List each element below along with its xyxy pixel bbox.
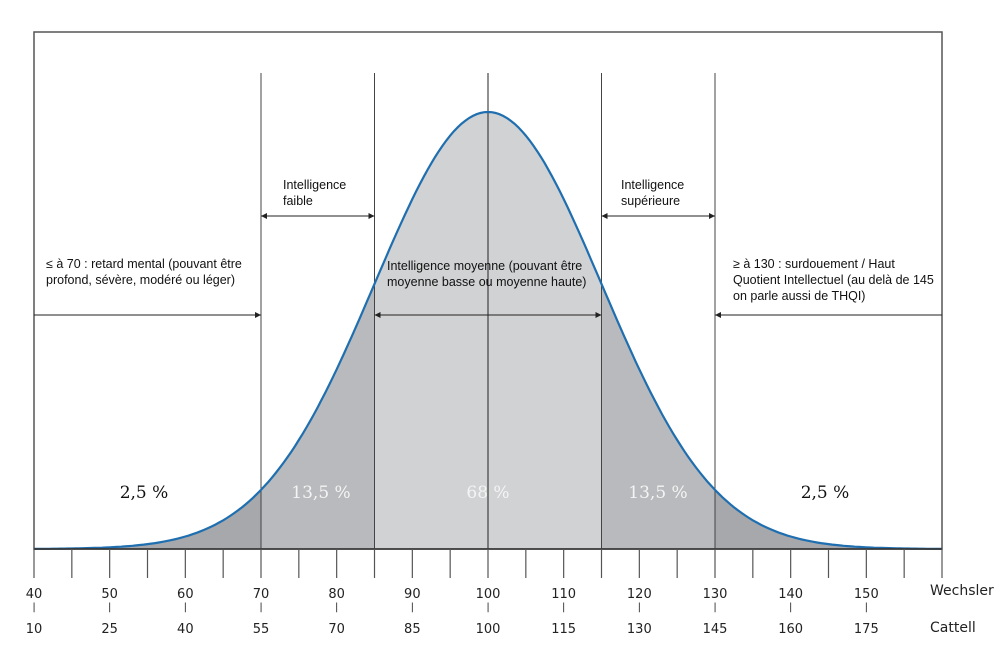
cattell-tick-label: 175 <box>853 622 879 637</box>
cattell-tick-label: 40 <box>177 622 194 637</box>
scale-connector: | <box>410 602 415 613</box>
label-retard-mental: ≤ à 70 : retard mental (pouvant être pro… <box>46 257 242 287</box>
cattell-tick-label: 145 <box>702 622 728 637</box>
wechsler-tick-label: 130 <box>702 587 728 602</box>
percent-far-right: 2,5 % <box>800 483 850 503</box>
cattell-tick-label: 70 <box>328 622 345 637</box>
wechsler-tick-label: 150 <box>853 587 879 602</box>
label-intelligence-superieure: Intelligence supérieure <box>621 178 685 208</box>
scale-connector: | <box>788 602 793 613</box>
wechsler-tick-label: 120 <box>626 587 652 602</box>
scale-connector: | <box>259 602 263 613</box>
label-surdouement: ≥ à 130 : surdouement / Haut Quotient In… <box>733 257 934 303</box>
label-intelligence-faible: Intelligence faible <box>283 178 347 208</box>
cattell-tick-label: 130 <box>626 622 652 637</box>
percent-right: 13,5 % <box>628 483 688 503</box>
region-fill-4 <box>715 489 942 549</box>
scale-connector: | <box>183 602 188 613</box>
scale-connector: | <box>486 602 490 613</box>
scale-connector: | <box>561 602 566 613</box>
wechsler-scale-label: Wechsler <box>930 583 994 599</box>
wechsler-tick-label: 80 <box>328 587 345 602</box>
cattell-tick-label: 25 <box>101 622 118 637</box>
wechsler-tick-label: 40 <box>25 587 43 602</box>
wechsler-tick-label: 140 <box>778 587 804 602</box>
wechsler-tick-label: 90 <box>404 587 421 602</box>
region-fill-0 <box>34 489 261 549</box>
wechsler-tick-label: 60 <box>177 587 194 602</box>
bell-curve <box>33 110 943 550</box>
cattell-tick-label: 85 <box>404 622 421 637</box>
cattell-scale-label: Cattell <box>930 620 976 636</box>
percent-center: 68 % <box>466 483 510 503</box>
wechsler-tick-label: 100 <box>475 587 501 602</box>
cattell-tick-label: 160 <box>778 622 804 637</box>
range-arrows <box>34 213 942 318</box>
scale-connector: | <box>334 602 339 613</box>
percent-left: 13,5 % <box>291 483 351 503</box>
scale-connector: | <box>864 602 869 613</box>
cattell-tick-label: 10 <box>25 622 43 637</box>
wechsler-tick-label: 50 <box>101 587 118 602</box>
scale-connector: | <box>107 602 112 613</box>
wechsler-tick-label: 70 <box>252 587 270 602</box>
scale-connector: | <box>32 602 36 613</box>
cattell-tick-label: 100 <box>475 622 501 637</box>
cattell-tick-label: 55 <box>252 622 270 637</box>
label-intelligence-moyenne: Intelligence moyenne (pouvant être moyen… <box>387 259 587 289</box>
percent-far-left: 2,5 % <box>119 483 169 503</box>
cattell-tick-label: 115 <box>551 622 577 637</box>
scale-connector: | <box>637 602 642 613</box>
wechsler-tick-label: 110 <box>551 587 577 602</box>
scale-connector: | <box>713 602 717 613</box>
